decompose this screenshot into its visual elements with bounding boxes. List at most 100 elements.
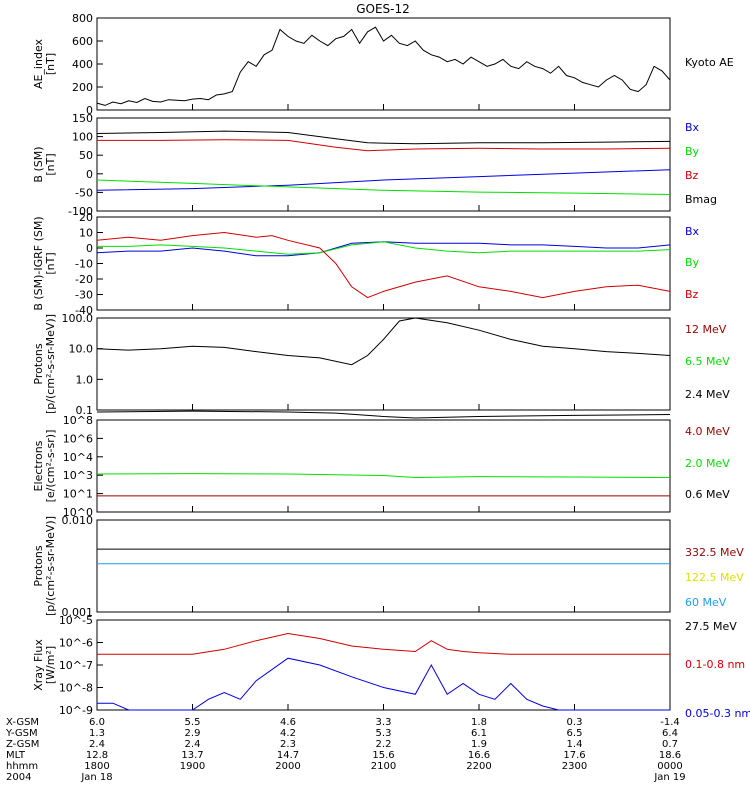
y-tick-label: 20 [79,211,93,224]
y-tick-label: -30 [75,289,93,302]
series-line [96,130,671,145]
x-row-label: Z-GSM [6,739,39,750]
plot-title: GOES-12 [356,2,410,16]
legend-label: Bmag [685,193,717,206]
series-line [97,139,671,152]
x-cell: 2300 [562,761,587,772]
x-cell: 3.3 [376,717,392,728]
x-cell: 2.2 [376,739,392,750]
y-tick-label: 10^1 [63,488,93,501]
panel-xray: 10^-5 10^-6 10^-7 10^-8 10^-9 Xray Flux [W/m²]… [32,614,750,720]
y-axis-label: Electrons [32,440,45,491]
legend-label: Bx [685,121,700,134]
legend-label: 2.4 MeV [685,388,730,401]
legend-label: Bx [685,225,700,238]
y-tick-label: 0.010 [62,514,94,527]
legend-label: 122.5 MeV [685,571,744,584]
legend-label: 0.05-0.3 nm [685,707,750,720]
legend-label: Kyoto AE [685,56,734,69]
x-cell: 2.4 [185,739,201,750]
y-tick-label: 400 [72,58,93,71]
x-row-label: X-GSM [6,717,39,728]
x-cell: 14.7 [277,750,299,761]
y-tick-label: 1.0 [76,373,94,386]
y-tick-label: 10.0 [69,343,94,356]
series-line [96,169,671,191]
legend-label: 0.6 MeV [685,488,730,501]
y-axis-label: [p/(cm²-s-sr-MeV)] [44,314,57,414]
y-tick-label: 200 [72,81,93,94]
y-tick-label: -20 [75,273,93,286]
legend-label: 4.0 MeV [685,425,730,438]
legend-label: Bz [685,169,699,182]
y-tick-label: 0 [86,242,93,255]
x-cell: 6.0 [89,717,105,728]
x-cell: Jan 19 [653,772,685,783]
panel-dbsm: 20 10 0 -10 -20 -30 -40 B (SM)-IGRF (SM) [nT] Bx B… [32,211,700,317]
y-tick-label: 150 [72,112,93,125]
x-cell: 4.6 [280,717,296,728]
y-tick-label: 10^-5 [59,614,93,627]
x-row-label: Y-GSM [5,728,38,739]
series-line [97,657,670,711]
y-tick-label: 600 [72,35,93,48]
x-cell: 2100 [371,761,396,772]
x-cell: 1.9 [471,739,487,750]
panel-b: 150 100 50 0 -50 -100 B (SM) [nT] Bx By Bz Bmag [32,112,717,218]
panel-frame [96,419,671,513]
y-tick-label: -40 [75,304,93,317]
x-cell: 6.1 [471,728,487,739]
legend-label: 12 MeV [685,323,727,336]
y-tick-label: -100 [68,205,93,218]
y-tick-label: 10^-6 [59,637,93,650]
x-cell: 1.3 [89,728,105,739]
x-cell: -1.4 [660,717,680,728]
y-tick-label: 800 [72,12,93,25]
x-cell: 1900 [180,761,205,772]
legend-label: Bz [685,288,699,301]
series-line [97,632,670,655]
legend-label: 0.1-0.8 nm [685,658,745,671]
y-tick-label: 10^-9 [59,704,93,717]
x-cell: 0.3 [567,717,583,728]
panel-ae: 800 600 400 200 0 AE_index [nT] Kyoto AE [32,12,734,117]
panel-frame [96,17,671,111]
legend-label: 6.5 MeV [685,355,730,368]
y-tick-label: 10 [79,227,93,240]
panel-frame [96,619,671,711]
y-axis-label: [W/m²] [44,646,57,684]
y-tick-label: 0 [86,168,93,181]
y-tick-label: 50 [79,149,93,162]
y-axis-label: [nT] [44,252,57,274]
x-cell: 12.8 [86,750,108,761]
panel-frame [96,317,671,411]
y-axis-label: Xray Flux [32,639,45,691]
x-cell: 6.5 [567,728,583,739]
x-cell: 2200 [466,761,491,772]
y-axis-label: AE_index [32,38,45,89]
y-tick-label: 10^0 [63,506,93,519]
x-row-label: 2004 [6,772,31,783]
y-axis-label: [p/(cm²-s-sr-MeV)] [44,516,57,616]
series-line [97,241,671,255]
y-tick-label: 10^-7 [59,659,93,672]
y-axis-label: B (SM) [32,146,45,182]
x-cell: 16.6 [468,750,490,761]
x-cell: 2000 [275,761,300,772]
y-tick-label: 10^8 [63,414,93,427]
legend-label: 2.0 MeV [685,457,730,470]
series-line [96,231,671,299]
x-cell: 13.7 [181,750,203,761]
series-line [96,241,671,257]
y-tick-label: 0.001 [62,606,94,619]
y-tick-label: 100 [72,131,93,144]
y-tick-label: -10 [75,258,93,271]
panel-protons2: 0.010 0.001 Protons [p/(cm²-s-sr-MeV)] 332.5… [32,514,744,633]
x-cell: 1.4 [567,739,583,750]
panel-frame [96,216,671,311]
x-cell: 2.4 [89,739,105,750]
x-cell: 5.5 [185,717,201,728]
x-cell: 2.9 [185,728,201,739]
